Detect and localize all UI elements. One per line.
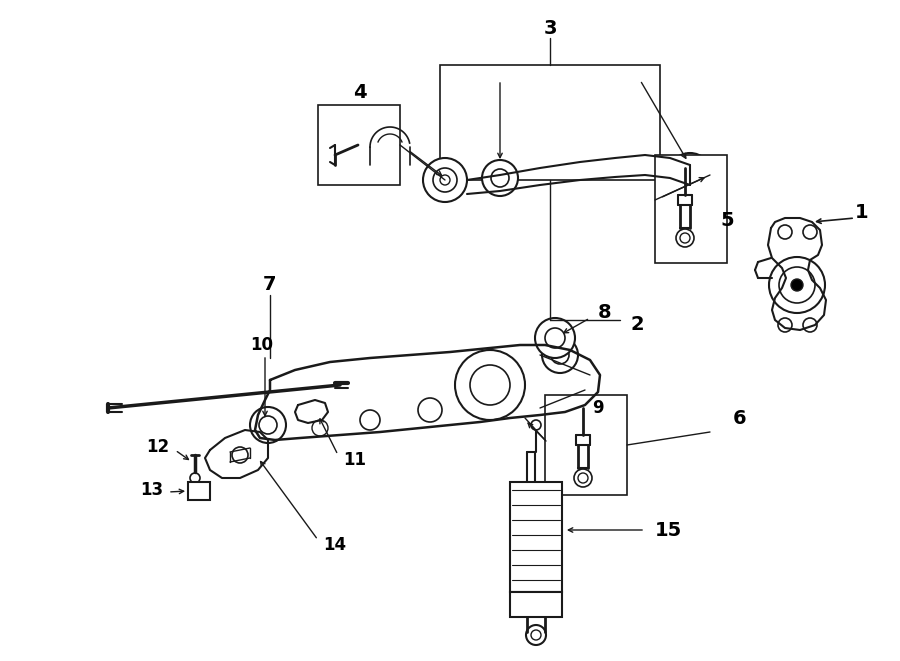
Circle shape [440, 175, 450, 185]
Text: 1: 1 [855, 202, 868, 221]
Text: 8: 8 [598, 303, 612, 321]
Text: 6: 6 [734, 408, 747, 428]
Text: 9: 9 [592, 399, 604, 417]
Text: 10: 10 [250, 336, 274, 354]
Circle shape [778, 225, 792, 239]
Text: 15: 15 [654, 520, 681, 539]
Text: 11: 11 [344, 451, 366, 469]
Bar [188, 482, 210, 500]
Text: 14: 14 [323, 536, 346, 554]
Circle shape [778, 318, 792, 332]
Bar [655, 155, 727, 263]
Circle shape [433, 168, 457, 192]
Circle shape [360, 410, 380, 430]
Circle shape [676, 229, 694, 247]
Circle shape [470, 365, 510, 405]
Circle shape [680, 233, 690, 243]
Circle shape [668, 153, 712, 197]
Circle shape [190, 473, 200, 483]
Text: 12: 12 [147, 438, 169, 456]
Circle shape [551, 346, 569, 364]
Text: 2: 2 [630, 315, 644, 334]
Bar [318, 105, 400, 185]
Circle shape [791, 279, 803, 291]
Text: 13: 13 [140, 481, 164, 499]
Circle shape [531, 420, 541, 430]
Circle shape [769, 257, 825, 313]
Text: 4: 4 [353, 83, 367, 102]
Circle shape [232, 447, 248, 463]
Circle shape [455, 350, 525, 420]
Circle shape [680, 165, 700, 185]
Circle shape [578, 473, 588, 483]
Bar [440, 65, 660, 180]
Circle shape [250, 407, 286, 443]
Circle shape [259, 416, 277, 434]
Bar [545, 395, 627, 495]
Circle shape [491, 169, 509, 187]
Bar [510, 482, 562, 592]
Text: 3: 3 [544, 19, 557, 38]
Circle shape [312, 420, 328, 436]
Circle shape [535, 318, 575, 358]
Circle shape [574, 469, 592, 487]
Bar [510, 592, 562, 617]
Circle shape [531, 630, 541, 640]
Circle shape [803, 225, 817, 239]
Circle shape [482, 160, 518, 196]
Text: 5: 5 [720, 210, 733, 229]
Circle shape [545, 328, 565, 348]
Circle shape [803, 318, 817, 332]
Circle shape [423, 158, 467, 202]
Circle shape [418, 398, 442, 422]
Text: 7: 7 [263, 276, 277, 295]
Circle shape [526, 625, 546, 645]
Circle shape [542, 337, 578, 373]
Circle shape [779, 267, 815, 303]
